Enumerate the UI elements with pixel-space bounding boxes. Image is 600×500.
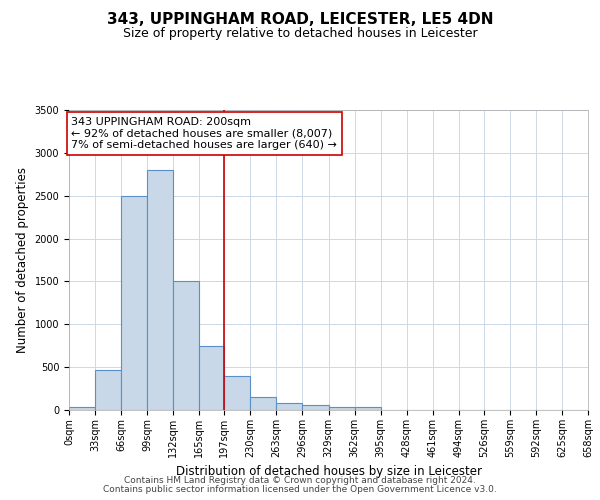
- Text: Size of property relative to detached houses in Leicester: Size of property relative to detached ho…: [122, 28, 478, 40]
- Text: 343 UPPINGHAM ROAD: 200sqm
← 92% of detached houses are smaller (8,007)
7% of se: 343 UPPINGHAM ROAD: 200sqm ← 92% of deta…: [71, 117, 337, 150]
- Bar: [173, 282, 199, 410]
- Y-axis label: Number of detached properties: Number of detached properties: [16, 167, 29, 353]
- Bar: [95, 370, 121, 410]
- Text: Contains HM Land Registry data © Crown copyright and database right 2024.: Contains HM Land Registry data © Crown c…: [124, 476, 476, 485]
- Bar: [302, 406, 329, 410]
- Bar: [121, 196, 147, 410]
- Bar: [277, 402, 302, 410]
- Text: Contains public sector information licensed under the Open Government Licence v3: Contains public sector information licen…: [103, 485, 497, 494]
- Bar: [69, 408, 95, 410]
- Bar: [250, 397, 277, 410]
- Bar: [224, 376, 250, 410]
- X-axis label: Distribution of detached houses by size in Leicester: Distribution of detached houses by size …: [176, 466, 482, 478]
- Bar: [147, 170, 173, 410]
- Bar: [355, 408, 380, 410]
- Text: 343, UPPINGHAM ROAD, LEICESTER, LE5 4DN: 343, UPPINGHAM ROAD, LEICESTER, LE5 4DN: [107, 12, 493, 28]
- Bar: [329, 408, 355, 410]
- Bar: [199, 346, 224, 410]
